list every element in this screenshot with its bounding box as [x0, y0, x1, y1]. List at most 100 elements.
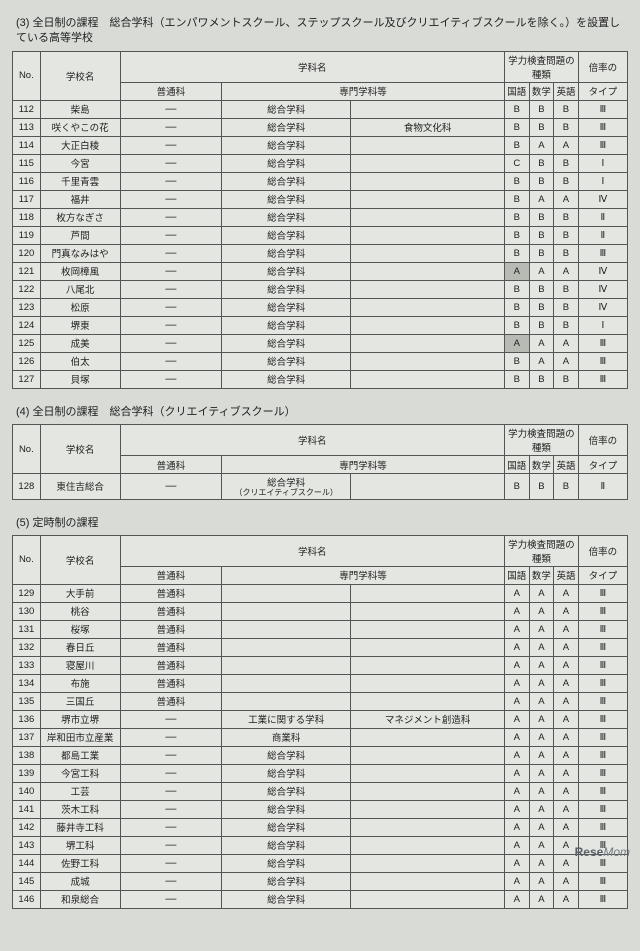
- table-cell: B: [529, 118, 554, 136]
- table-cell: A: [504, 638, 529, 656]
- table-cell: 普通科: [120, 692, 221, 710]
- table-cell: —: [120, 118, 221, 136]
- table-cell: 普通科: [120, 674, 221, 692]
- table-row: 117 福井 — 総合学科 B A A Ⅳ: [13, 190, 628, 208]
- table-cell: B: [554, 474, 579, 499]
- table-cell: 133: [13, 656, 41, 674]
- data-table: No. 学校名 学科名 学力検査問題の種類 倍率の 普通科 専門学科等 国語 数…: [12, 51, 628, 389]
- table-cell: 131: [13, 620, 41, 638]
- table-cell: —: [120, 136, 221, 154]
- watermark-suffix: Mom: [603, 845, 630, 859]
- table-cell: 総合学科: [222, 890, 351, 908]
- table-row: 122 八尾北 — 総合学科 B B B Ⅳ: [13, 280, 628, 298]
- table-cell: 和泉総合: [40, 890, 120, 908]
- table-row: 118 枚方なぎさ — 総合学科 B B B Ⅱ: [13, 208, 628, 226]
- table-cell: 総合学科: [222, 244, 351, 262]
- table-cell: —: [120, 352, 221, 370]
- table-cell: A: [504, 800, 529, 818]
- th-no: No.: [13, 425, 41, 474]
- table-cell: B: [504, 190, 529, 208]
- table-cell: 146: [13, 890, 41, 908]
- table-cell: 総合学科: [222, 118, 351, 136]
- table-cell: B: [504, 298, 529, 316]
- table-cell: A: [554, 262, 579, 280]
- table-cell: [351, 154, 505, 172]
- table-row: 143 堺工科 — 総合学科 A A A Ⅲ: [13, 836, 628, 854]
- table-cell: A: [504, 764, 529, 782]
- table-cell: 成美: [40, 334, 120, 352]
- table-cell: 130: [13, 602, 41, 620]
- table-cell: [351, 782, 505, 800]
- table-cell: 布施: [40, 674, 120, 692]
- table-cell: B: [529, 474, 554, 499]
- table-cell: —: [120, 100, 221, 118]
- table-cell: Ⅲ: [578, 136, 627, 154]
- table-cell: 普通科: [120, 638, 221, 656]
- table-cell: 総合学科: [222, 872, 351, 890]
- th-m: 数学: [529, 566, 554, 584]
- table-cell: 大正白稜: [40, 136, 120, 154]
- table-cell: B: [504, 474, 529, 499]
- table-cell: 茨木工科: [40, 800, 120, 818]
- table-row: 142 藤井寺工科 — 総合学科 A A A Ⅲ: [13, 818, 628, 836]
- table-cell: 大手前: [40, 584, 120, 602]
- table-cell: A: [554, 136, 579, 154]
- table-cell: A: [504, 836, 529, 854]
- table-cell: 114: [13, 136, 41, 154]
- table-cell: B: [554, 370, 579, 388]
- table-cell: Ⅲ: [578, 782, 627, 800]
- table-cell: —: [120, 764, 221, 782]
- table-cell: A: [529, 782, 554, 800]
- table-cell: 総合学科: [222, 100, 351, 118]
- table-cell: A: [529, 602, 554, 620]
- table-cell: Ⅲ: [578, 638, 627, 656]
- table-cell: 総合学科: [222, 316, 351, 334]
- table-cell: —: [120, 334, 221, 352]
- table-row: 136 堺市立堺 — 工業に関する学科 マネジメント創造科 A A A Ⅲ: [13, 710, 628, 728]
- table-cell: 今宮: [40, 154, 120, 172]
- table-cell: 129: [13, 584, 41, 602]
- th-futsu: 普通科: [120, 456, 221, 474]
- table-cell: B: [529, 298, 554, 316]
- table-cell: [222, 674, 351, 692]
- th-gakka-group: 学科名: [120, 535, 504, 566]
- th-futsu: 普通科: [120, 82, 221, 100]
- table-cell: 総合学科: [222, 818, 351, 836]
- table-cell: A: [504, 584, 529, 602]
- table-row: 121 枚岡樟風 — 総合学科 A A A Ⅳ: [13, 262, 628, 280]
- table-row: 125 成美 — 総合学科 A A A Ⅲ: [13, 334, 628, 352]
- table-cell: 127: [13, 370, 41, 388]
- table-cell: 135: [13, 692, 41, 710]
- table-cell: A: [529, 352, 554, 370]
- table-cell: A: [504, 334, 529, 352]
- table-cell: Ⅱ: [578, 226, 627, 244]
- table-cell: A: [529, 584, 554, 602]
- table-cell: [351, 602, 505, 620]
- table-cell: 総合学科: [222, 172, 351, 190]
- th-m: 数学: [529, 82, 554, 100]
- table-cell: —: [120, 890, 221, 908]
- table-cell: B: [554, 154, 579, 172]
- table-cell: B: [554, 244, 579, 262]
- watermark-logo: ReseMom: [575, 845, 630, 859]
- table-cell: [222, 638, 351, 656]
- table-cell: —: [120, 280, 221, 298]
- table-cell: [351, 584, 505, 602]
- table-cell: —: [120, 872, 221, 890]
- table-cell: Ⅲ: [578, 818, 627, 836]
- table-cell: A: [554, 746, 579, 764]
- table-cell: 117: [13, 190, 41, 208]
- table-cell: [351, 262, 505, 280]
- th-school: 学校名: [40, 51, 120, 100]
- th-exam-group: 学力検査問題の種類: [504, 425, 578, 456]
- table-row: 123 松原 — 総合学科 B B B Ⅳ: [13, 298, 628, 316]
- table-cell: 堺工科: [40, 836, 120, 854]
- table-row: 112 柴島 — 総合学科 B B B Ⅲ: [13, 100, 628, 118]
- table-cell: 総合学科（クリエイティブスクール）: [222, 474, 351, 499]
- table-cell: 桜塚: [40, 620, 120, 638]
- th-senmon: 専門学科等: [222, 82, 505, 100]
- table-cell: [222, 692, 351, 710]
- table-cell: Ⅱ: [578, 474, 627, 499]
- table-cell: [351, 854, 505, 872]
- table-cell: —: [120, 262, 221, 280]
